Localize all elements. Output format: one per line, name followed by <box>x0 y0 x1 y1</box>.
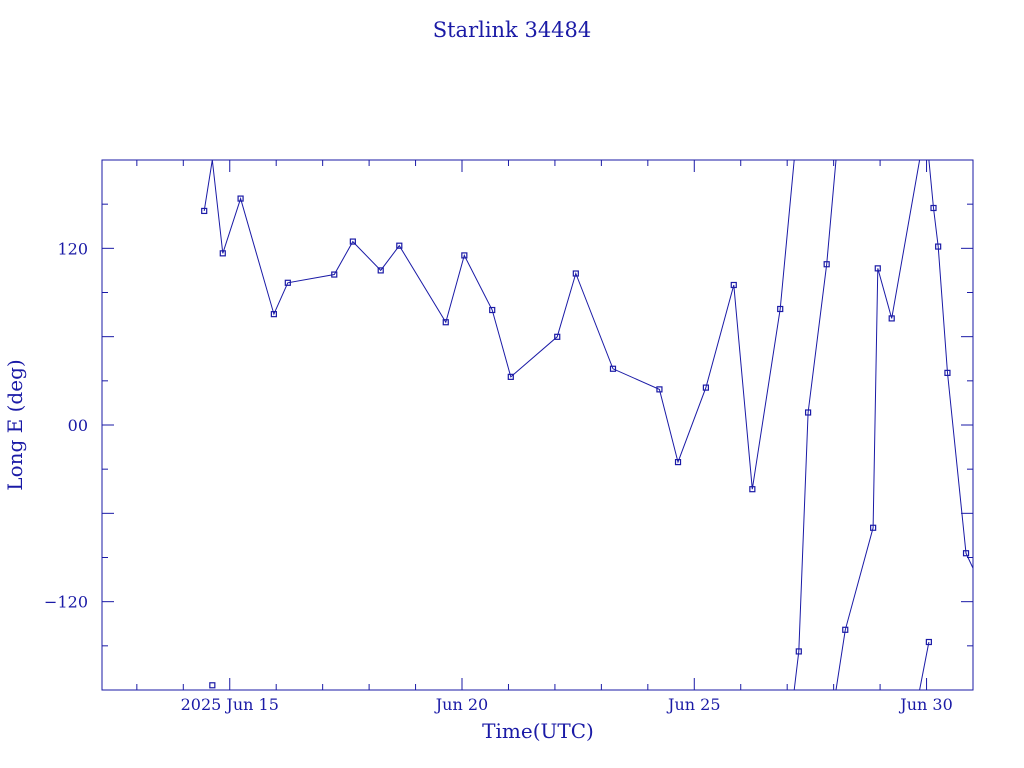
data-point <box>874 265 881 272</box>
data-point <box>377 267 384 274</box>
data-point <box>702 384 709 391</box>
data-point <box>396 242 403 249</box>
data-point <box>270 311 277 318</box>
series-line-5 <box>928 160 973 570</box>
x-tick-label: Jun 20 <box>434 695 488 714</box>
x-axis: 2025 Jun 15 Jun 20 Jun 25 Jun 30 <box>136 160 974 714</box>
data-point <box>209 682 216 689</box>
data-point <box>842 626 849 633</box>
data-point <box>1001 630 1006 635</box>
data-point <box>554 333 561 340</box>
series-line-1 <box>203 160 795 490</box>
y-axis: 120 00 −120 <box>44 159 973 691</box>
chart-title: Starlink 34484 <box>433 18 592 42</box>
data-series <box>201 160 1024 690</box>
data-point <box>674 459 682 466</box>
data-point <box>609 365 617 372</box>
y-tick-label: 120 <box>57 239 88 258</box>
y-tick-label: 00 <box>68 416 88 435</box>
data-point <box>749 486 756 493</box>
data-point <box>461 252 468 259</box>
data-point <box>442 319 449 326</box>
data-point <box>777 305 784 313</box>
y-axis-label: Long E (deg) <box>3 359 27 490</box>
data-point <box>804 409 812 416</box>
series-line-2 <box>793 160 837 690</box>
plot-border <box>101 159 974 691</box>
data-point <box>730 281 737 289</box>
series-line-4 <box>919 641 930 690</box>
data-point <box>572 270 579 277</box>
data-point <box>944 369 951 376</box>
x-tick-label: Jun 30 <box>898 695 952 714</box>
data-point <box>1010 200 1015 205</box>
data-point <box>925 638 932 646</box>
y-tick-label: −120 <box>44 593 88 612</box>
series-line-6 <box>1008 160 1024 327</box>
plot-frame <box>101 159 974 691</box>
data-point <box>349 238 356 245</box>
data-point <box>237 195 244 202</box>
data-point <box>870 524 877 531</box>
data-point <box>656 386 663 393</box>
x-tick-label: Jun 25 <box>666 695 720 714</box>
data-point <box>823 261 830 268</box>
data-point <box>930 204 937 212</box>
data-point <box>201 207 208 215</box>
data-point <box>219 250 226 257</box>
data-point <box>489 306 496 314</box>
x-tick-label: 2025 Jun 15 <box>181 695 279 714</box>
data-point <box>331 271 338 278</box>
series-line-3 <box>835 160 921 690</box>
x-axis-label: Time(UTC) <box>482 719 594 743</box>
data-point <box>284 279 291 286</box>
data-point <box>935 243 942 250</box>
data-point <box>507 373 514 380</box>
data-point <box>888 315 895 322</box>
data-point <box>795 648 802 655</box>
data-point <box>962 550 970 557</box>
